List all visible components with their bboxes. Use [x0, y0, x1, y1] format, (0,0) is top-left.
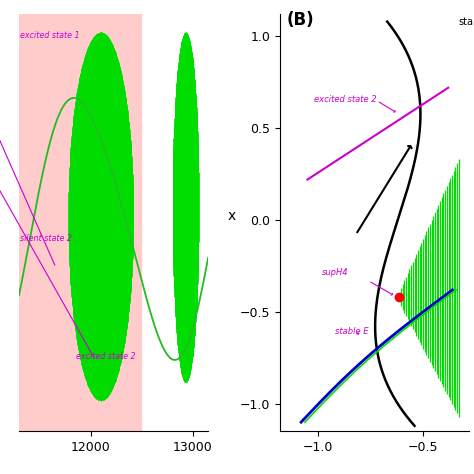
- Text: supH4: supH4: [322, 268, 349, 277]
- Text: silent state 2: silent state 2: [20, 234, 72, 243]
- Text: sta: sta: [459, 17, 474, 27]
- Text: (B): (B): [286, 11, 314, 29]
- Text: stable E: stable E: [335, 327, 368, 336]
- Text: excited state 2: excited state 2: [76, 352, 136, 361]
- Text: excited state 2: excited state 2: [314, 95, 376, 104]
- Bar: [19, 14, 141, 431]
- Text: excited state 1: excited state 1: [20, 31, 80, 40]
- Y-axis label: x: x: [228, 209, 236, 223]
